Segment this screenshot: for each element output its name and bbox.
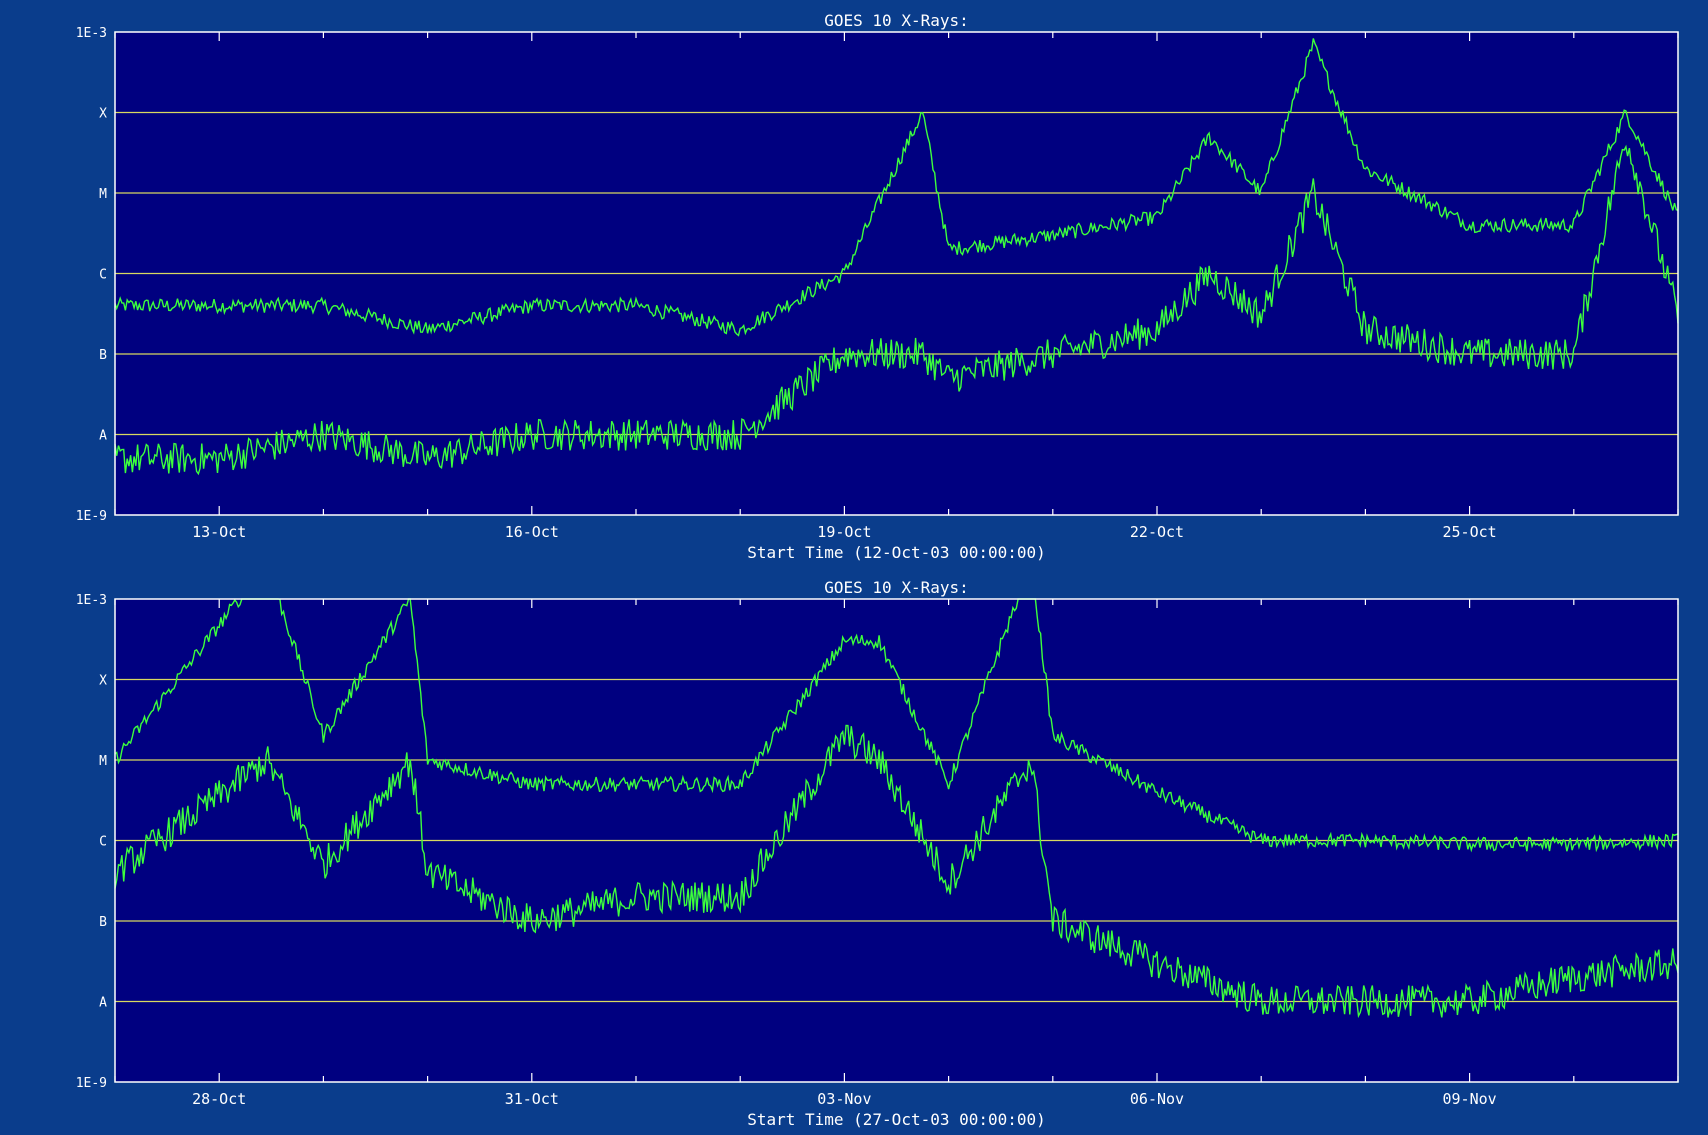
- plot-frame: [114, 598, 1679, 1083]
- chart-panel-2: GOES 10 X-Rays: 1E-3 X M C B A 1E-9 28-Oct 31-O…: [76, 578, 1679, 1129]
- x-tick-label: 22-Oct: [1130, 523, 1184, 541]
- y-tick-label: 1E-9: [76, 509, 107, 524]
- y-tick-label: 1E-9: [76, 1076, 107, 1091]
- y-tick-label: M: [99, 754, 107, 769]
- y-tick-label: 1E-3: [76, 26, 107, 41]
- x-tick-labels: 13-Oct 16-Oct 19-Oct 22-Oct 25-Oct: [192, 523, 1497, 541]
- x-tick-label: 09-Nov: [1443, 1090, 1497, 1108]
- x-tick-label: 16-Oct: [505, 523, 559, 541]
- series-line-2: [114, 144, 1679, 476]
- y-tick-labels: 1E-3 X M C B A 1E-9: [76, 26, 107, 524]
- y-tick-label: C: [99, 268, 107, 283]
- y-tick-label: M: [99, 187, 107, 202]
- plot-frame: [114, 31, 1679, 516]
- chart-title: GOES 10 X-Rays:: [824, 11, 969, 30]
- axis-ticks: [114, 32, 1679, 515]
- series-line-1: [114, 598, 1679, 853]
- y-tick-label: A: [99, 429, 107, 444]
- axis-ticks: [114, 599, 1679, 1082]
- x-tick-label: 13-Oct: [192, 523, 246, 541]
- series-group: [114, 38, 1679, 476]
- chart-title: GOES 10 X-Rays:: [824, 578, 969, 597]
- x-axis-label: Start Time (12-Oct-03 00:00:00): [747, 543, 1046, 562]
- x-tick-label: 28-Oct: [192, 1090, 246, 1108]
- x-axis-label: Start Time (27-Oct-03 00:00:00): [747, 1110, 1046, 1129]
- y-tick-label: X: [99, 107, 107, 122]
- series-line-1: [114, 38, 1679, 337]
- y-tick-label: 1E-3: [76, 593, 107, 608]
- y-tick-label: A: [99, 996, 107, 1011]
- y-tick-label: C: [99, 835, 107, 850]
- x-tick-label: 31-Oct: [505, 1090, 559, 1108]
- y-tick-label: B: [99, 348, 107, 363]
- x-tick-label: 06-Nov: [1130, 1090, 1184, 1108]
- x-tick-label: 25-Oct: [1443, 523, 1497, 541]
- series-line-2: [114, 724, 1679, 1019]
- y-tick-label: X: [99, 674, 107, 689]
- x-tick-label: 03-Nov: [817, 1090, 871, 1108]
- y-tick-labels: 1E-3 X M C B A 1E-9: [76, 593, 107, 1091]
- y-tick-label: B: [99, 915, 107, 930]
- x-tick-labels: 28-Oct 31-Oct 03-Nov 06-Nov 09-Nov: [192, 1090, 1497, 1108]
- x-tick-label: 19-Oct: [817, 523, 871, 541]
- reference-lines: [115, 111, 1678, 436]
- chart-panel-1: GOES 10 X-Rays: 1E-3 X M C B A 1E-9 13-Oct 16-O…: [76, 11, 1679, 562]
- series-group: [114, 598, 1679, 1019]
